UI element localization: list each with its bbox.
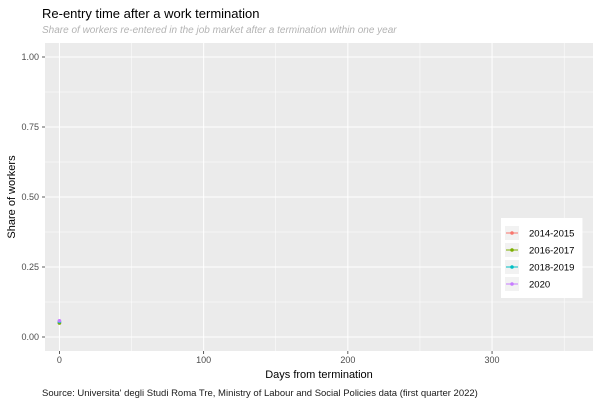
chart-subtitle: Share of workers re-entered in the job m… bbox=[42, 25, 397, 36]
y-tick-label: 0.75 bbox=[21, 122, 39, 132]
legend-key-point bbox=[510, 265, 514, 269]
y-axis-ticks: 0.00 0.25 0.50 0.75 1.00 bbox=[21, 52, 45, 342]
chart-title: Re-entry time after a work termination bbox=[42, 6, 259, 21]
legend-label: 2014-2015 bbox=[529, 229, 574, 240]
legend-key-point bbox=[510, 231, 514, 235]
legend-key-point bbox=[510, 282, 514, 286]
x-axis-ticks: 0 100 200 300 bbox=[57, 351, 500, 365]
legend-key-point bbox=[510, 248, 514, 252]
y-tick-label: 1.00 bbox=[21, 52, 39, 62]
y-tick-label: 0.25 bbox=[21, 262, 39, 272]
y-tick-label: 0.50 bbox=[21, 192, 39, 202]
y-axis-title: Share of workers bbox=[6, 155, 18, 239]
legend: 2014-2015 2016-2017 2018-2019 2020 bbox=[501, 218, 583, 298]
x-tick-label: 0 bbox=[57, 355, 62, 365]
x-axis-title: Days from termination bbox=[265, 369, 373, 381]
series-point bbox=[57, 318, 62, 323]
x-tick-label: 300 bbox=[485, 355, 500, 365]
legend-label: 2018-2019 bbox=[529, 263, 574, 274]
x-tick-label: 200 bbox=[340, 355, 355, 365]
chart-caption: Source: Universita' degli Studi Roma Tre… bbox=[42, 388, 478, 399]
x-tick-label: 100 bbox=[196, 355, 211, 365]
legend-label: 2020 bbox=[529, 280, 550, 291]
legend-label: 2016-2017 bbox=[529, 246, 574, 257]
series-layer bbox=[57, 318, 62, 325]
y-tick-label: 0.00 bbox=[21, 332, 39, 342]
